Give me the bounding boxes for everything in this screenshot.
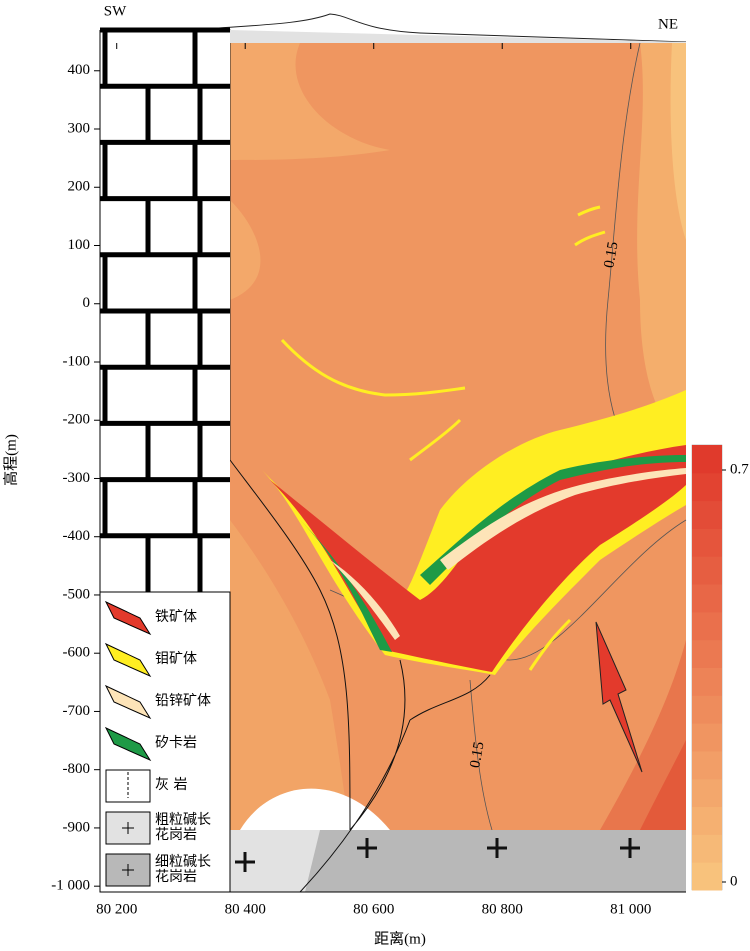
y-tick-label: -300 bbox=[63, 470, 91, 486]
colorbar-band bbox=[692, 695, 722, 724]
boundary bbox=[229, 459, 351, 831]
legend-swatch bbox=[104, 642, 152, 678]
arrow bbox=[595, 621, 643, 773]
colorbar-band bbox=[692, 834, 722, 863]
limestone bbox=[100, 27, 230, 592]
legend-label: 灰 岩 bbox=[155, 777, 188, 793]
y-tick-label: -900 bbox=[63, 819, 91, 835]
x-tick-label: 80 600 bbox=[353, 901, 394, 917]
boundary bbox=[299, 659, 491, 893]
legend-swatch bbox=[104, 726, 152, 762]
sw-label: SW bbox=[104, 3, 127, 19]
x-tick-label: 80 800 bbox=[482, 901, 523, 917]
x-tick-label: 80 400 bbox=[225, 901, 266, 917]
legend-label: 矽卡岩 bbox=[155, 735, 197, 751]
y-tick-label: 0 bbox=[83, 295, 91, 311]
y-tick-label: -500 bbox=[63, 586, 91, 602]
field-light bbox=[230, 43, 390, 160]
legend-swatch bbox=[104, 684, 152, 720]
y-tick-label: 200 bbox=[68, 179, 91, 195]
field-light bbox=[230, 200, 261, 300]
colorbar-band bbox=[692, 862, 722, 891]
topography bbox=[192, 13, 687, 43]
y-title: 高程(m) bbox=[2, 434, 19, 486]
x-tick-label: 80 200 bbox=[96, 901, 137, 917]
mo-vein bbox=[280, 338, 466, 397]
legend-label: 钼矿体 bbox=[155, 651, 197, 667]
colorbar-band bbox=[692, 500, 722, 529]
colorbar-band bbox=[692, 806, 722, 835]
x-tick-label: 81 000 bbox=[610, 901, 651, 917]
y-tick-label: -1 000 bbox=[51, 878, 90, 894]
colorbar-band bbox=[692, 750, 722, 780]
legend-symbol bbox=[122, 822, 134, 834]
contour-label: 0.15 bbox=[601, 241, 621, 270]
colorbar-label: 0.7 bbox=[730, 461, 749, 477]
legend-swatch bbox=[104, 600, 152, 636]
field-dark bbox=[640, 740, 686, 830]
y-tick-label: 300 bbox=[68, 120, 91, 136]
white-zone bbox=[240, 788, 390, 830]
y-tick-label: 400 bbox=[68, 62, 91, 78]
x-title: 距离(m) bbox=[374, 930, 426, 947]
colorbar-band bbox=[692, 778, 722, 808]
colorbar-label: 0 bbox=[730, 873, 738, 889]
ne-label: NE bbox=[658, 16, 678, 32]
colorbar-band bbox=[692, 667, 722, 696]
y-tick-label: -600 bbox=[63, 645, 91, 661]
y-tick-label: -400 bbox=[63, 528, 91, 544]
granite-coarse bbox=[230, 830, 320, 892]
y-tick-label: -700 bbox=[63, 703, 91, 719]
legend-label: 粗粒碱长花岗岩 bbox=[155, 812, 211, 843]
colorbar-band bbox=[692, 639, 722, 668]
field-pale bbox=[670, 43, 686, 240]
colorbar-band bbox=[692, 445, 722, 474]
y-tick-label: 100 bbox=[68, 237, 91, 253]
legend-label: 铁矿体 bbox=[155, 609, 197, 625]
colorbar-band bbox=[692, 472, 722, 502]
field-light bbox=[230, 520, 350, 830]
legend-label: 细粒碱长花岗岩 bbox=[155, 854, 211, 885]
fe-ore bbox=[270, 445, 686, 672]
contour-label: 0.15 bbox=[467, 741, 487, 770]
colorbar-band bbox=[692, 611, 722, 641]
legend-swatch bbox=[105, 769, 151, 803]
y-tick-label: -200 bbox=[63, 412, 91, 428]
colorbar-band bbox=[692, 556, 722, 585]
colorbar-band bbox=[692, 584, 722, 613]
granite-top bbox=[230, 30, 686, 43]
y-tick-label: -100 bbox=[63, 353, 91, 369]
y-tick-label: -800 bbox=[63, 761, 91, 777]
colorbar-band bbox=[692, 723, 722, 752]
legend-symbol bbox=[122, 864, 134, 876]
legend-label: 铅锌矿体 bbox=[155, 693, 211, 709]
colorbar-band bbox=[692, 528, 722, 557]
mo-vein bbox=[409, 205, 606, 671]
